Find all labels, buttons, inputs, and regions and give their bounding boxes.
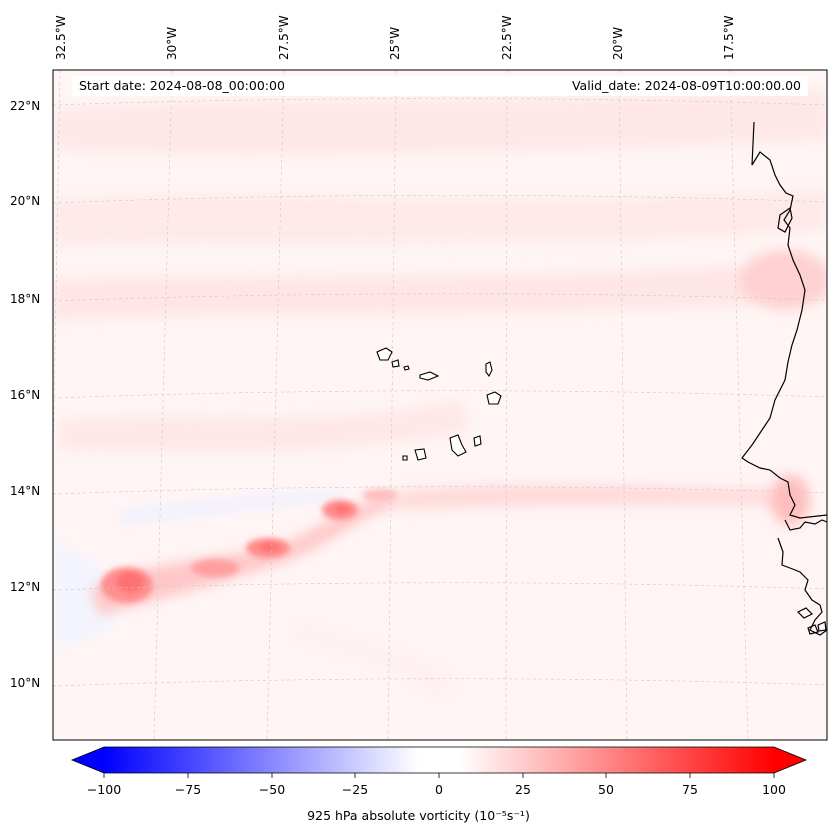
lat-label-14n: 14°N <box>10 484 41 498</box>
colorbar-ticks <box>103 773 775 778</box>
lon-label-20w: 20°W <box>611 26 625 60</box>
lat-label-16n: 16°N <box>10 388 41 402</box>
start-date-label: Start date: 2024-08-08_00:00:00 <box>79 78 285 93</box>
coastline <box>741 121 827 636</box>
lon-label-17-5w: 17.5°W <box>722 15 736 60</box>
lon-label-22-5w: 22.5°W <box>500 15 514 60</box>
graticule <box>53 70 827 740</box>
header-band <box>72 76 808 96</box>
lat-label-10n: 10°N <box>10 676 41 690</box>
map-frame <box>52 69 828 741</box>
colorbar-tick-label: 75 <box>682 782 698 797</box>
colorbar-tick-label: −75 <box>174 782 202 797</box>
cape-verde-islands <box>376 347 502 461</box>
colorbar-label: 925 hPa absolute vorticity (10⁻⁵s⁻¹) <box>307 808 530 823</box>
colorbar-tick-label: 25 <box>515 782 531 797</box>
lon-label-30w: 30°W <box>165 26 179 60</box>
colorbar-tick-label: −100 <box>86 782 122 797</box>
colorbar-tick-label: −25 <box>341 782 369 797</box>
lat-label-22n: 22°N <box>10 99 41 113</box>
colorbar-tick-label: 100 <box>762 782 786 797</box>
vorticity-field <box>53 70 827 740</box>
lon-label-27-5w: 27.5°W <box>277 15 291 60</box>
lon-label-25w: 25°W <box>388 26 402 60</box>
colorbar-max-extend <box>774 747 806 773</box>
colorbar <box>70 746 808 778</box>
lon-label-32-5w: 32.5°W <box>54 15 68 60</box>
lat-label-18n: 18°N <box>10 292 41 306</box>
lat-label-12n: 12°N <box>10 580 41 594</box>
lat-label-20n: 20°N <box>10 194 41 208</box>
valid-date-label: Valid_date: 2024-08-09T10:00:00.00 <box>571 78 801 93</box>
colorbar-tick-label: 0 <box>435 782 443 797</box>
colorbar-tick-label: −50 <box>258 782 286 797</box>
colorbar-tick-label: 50 <box>598 782 614 797</box>
colorbar-min-extend <box>72 747 104 773</box>
colorbar-gradient <box>104 747 774 773</box>
